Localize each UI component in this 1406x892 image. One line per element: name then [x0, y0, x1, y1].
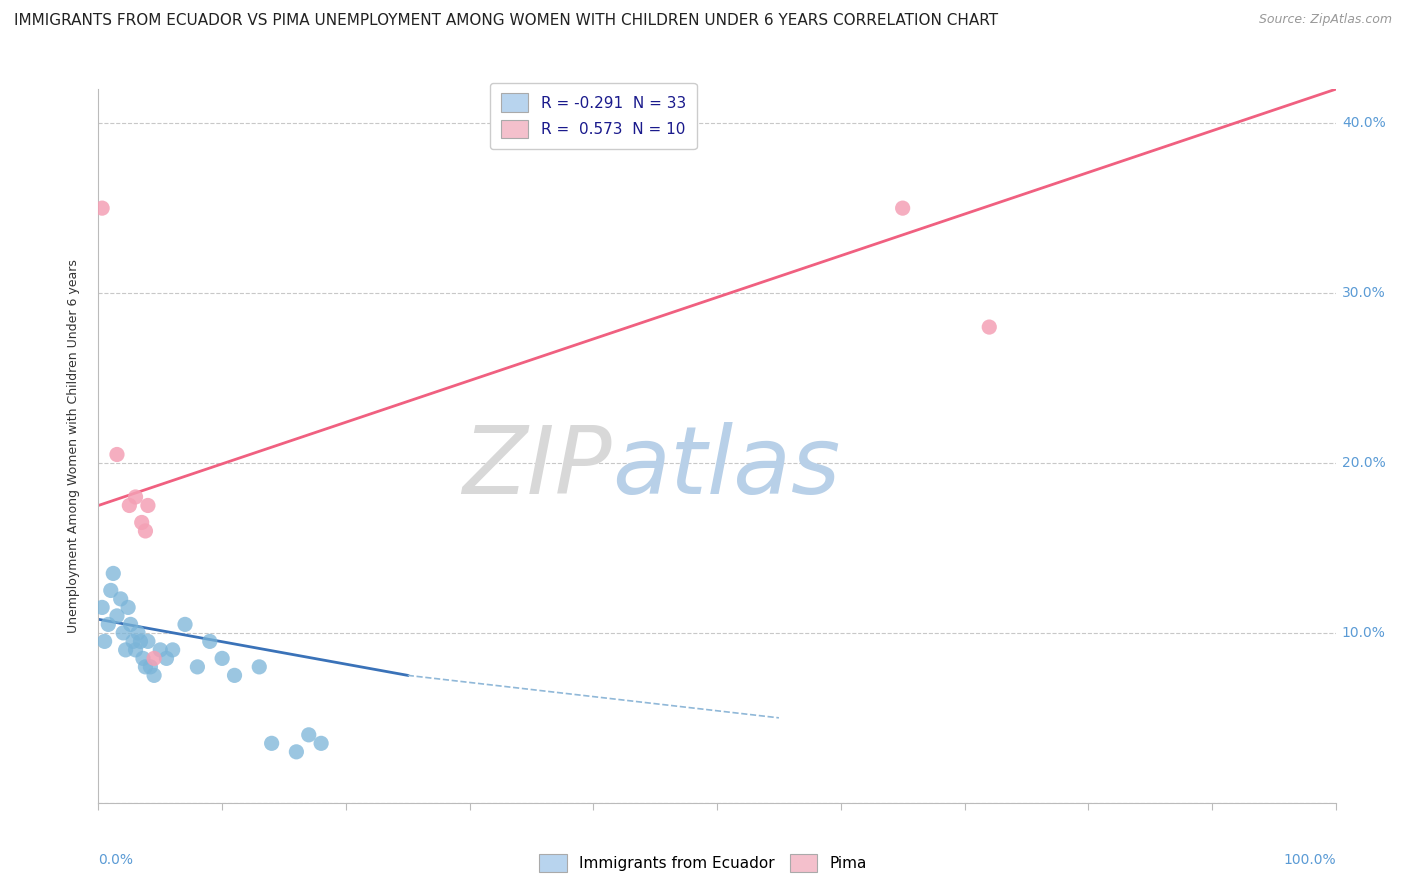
Point	[260, 736, 283, 750]
Point	[105, 448, 128, 462]
Point	[143, 668, 166, 682]
Point	[155, 651, 177, 665]
Text: 0.0%: 0.0%	[98, 853, 134, 867]
Text: ZIP: ZIP	[463, 422, 612, 513]
Point	[129, 634, 152, 648]
Text: atlas: atlas	[612, 422, 841, 513]
Point	[149, 643, 172, 657]
Text: IMMIGRANTS FROM ECUADOR VS PIMA UNEMPLOYMENT AMONG WOMEN WITH CHILDREN UNDER 6 Y: IMMIGRANTS FROM ECUADOR VS PIMA UNEMPLOY…	[14, 13, 998, 29]
Point	[120, 617, 142, 632]
Text: Source: ZipAtlas.com: Source: ZipAtlas.com	[1258, 13, 1392, 27]
Point	[122, 634, 145, 648]
Point	[186, 660, 208, 674]
Point	[143, 651, 166, 665]
Point	[162, 643, 184, 657]
Point	[93, 634, 115, 648]
Legend: Immigrants from Ecuador, Pima: Immigrants from Ecuador, Pima	[531, 846, 875, 880]
Point	[110, 591, 132, 606]
Point	[136, 499, 159, 513]
Point	[174, 617, 197, 632]
Point	[103, 566, 125, 581]
Point	[91, 600, 114, 615]
Point	[211, 651, 233, 665]
Point	[124, 490, 146, 504]
Point	[134, 524, 156, 538]
Point	[131, 516, 153, 530]
Text: 100.0%: 100.0%	[1284, 853, 1336, 867]
Point	[100, 583, 122, 598]
Point	[891, 201, 914, 215]
Point	[247, 660, 270, 674]
Y-axis label: Unemployment Among Women with Children Under 6 years: Unemployment Among Women with Children U…	[67, 259, 80, 633]
Point	[117, 600, 139, 615]
Point	[112, 626, 135, 640]
Point	[132, 651, 155, 665]
Point	[127, 626, 149, 640]
Text: 30.0%: 30.0%	[1341, 286, 1386, 300]
Text: 10.0%: 10.0%	[1341, 626, 1386, 640]
Text: 40.0%: 40.0%	[1341, 116, 1386, 130]
Point	[124, 643, 146, 657]
Legend: R = -0.291  N = 33, R =  0.573  N = 10: R = -0.291 N = 33, R = 0.573 N = 10	[491, 83, 696, 149]
Point	[134, 660, 156, 674]
Point	[298, 728, 321, 742]
Point	[224, 668, 246, 682]
Point	[979, 320, 1001, 334]
Point	[105, 608, 128, 623]
Point	[114, 643, 136, 657]
Point	[309, 736, 332, 750]
Point	[285, 745, 308, 759]
Point	[91, 201, 114, 215]
Point	[136, 634, 159, 648]
Text: 20.0%: 20.0%	[1341, 456, 1386, 470]
Point	[118, 499, 141, 513]
Point	[198, 634, 221, 648]
Point	[139, 660, 162, 674]
Point	[97, 617, 120, 632]
